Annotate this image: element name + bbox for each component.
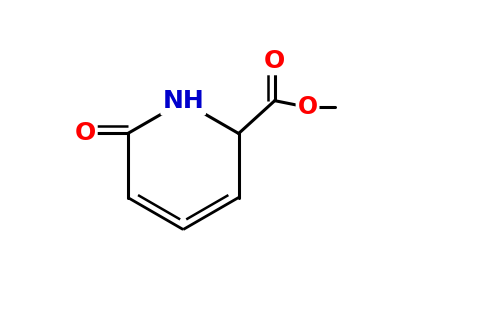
Text: O: O xyxy=(297,95,317,119)
Text: O: O xyxy=(75,121,96,146)
Text: O: O xyxy=(264,49,285,73)
Text: NH: NH xyxy=(163,89,204,114)
